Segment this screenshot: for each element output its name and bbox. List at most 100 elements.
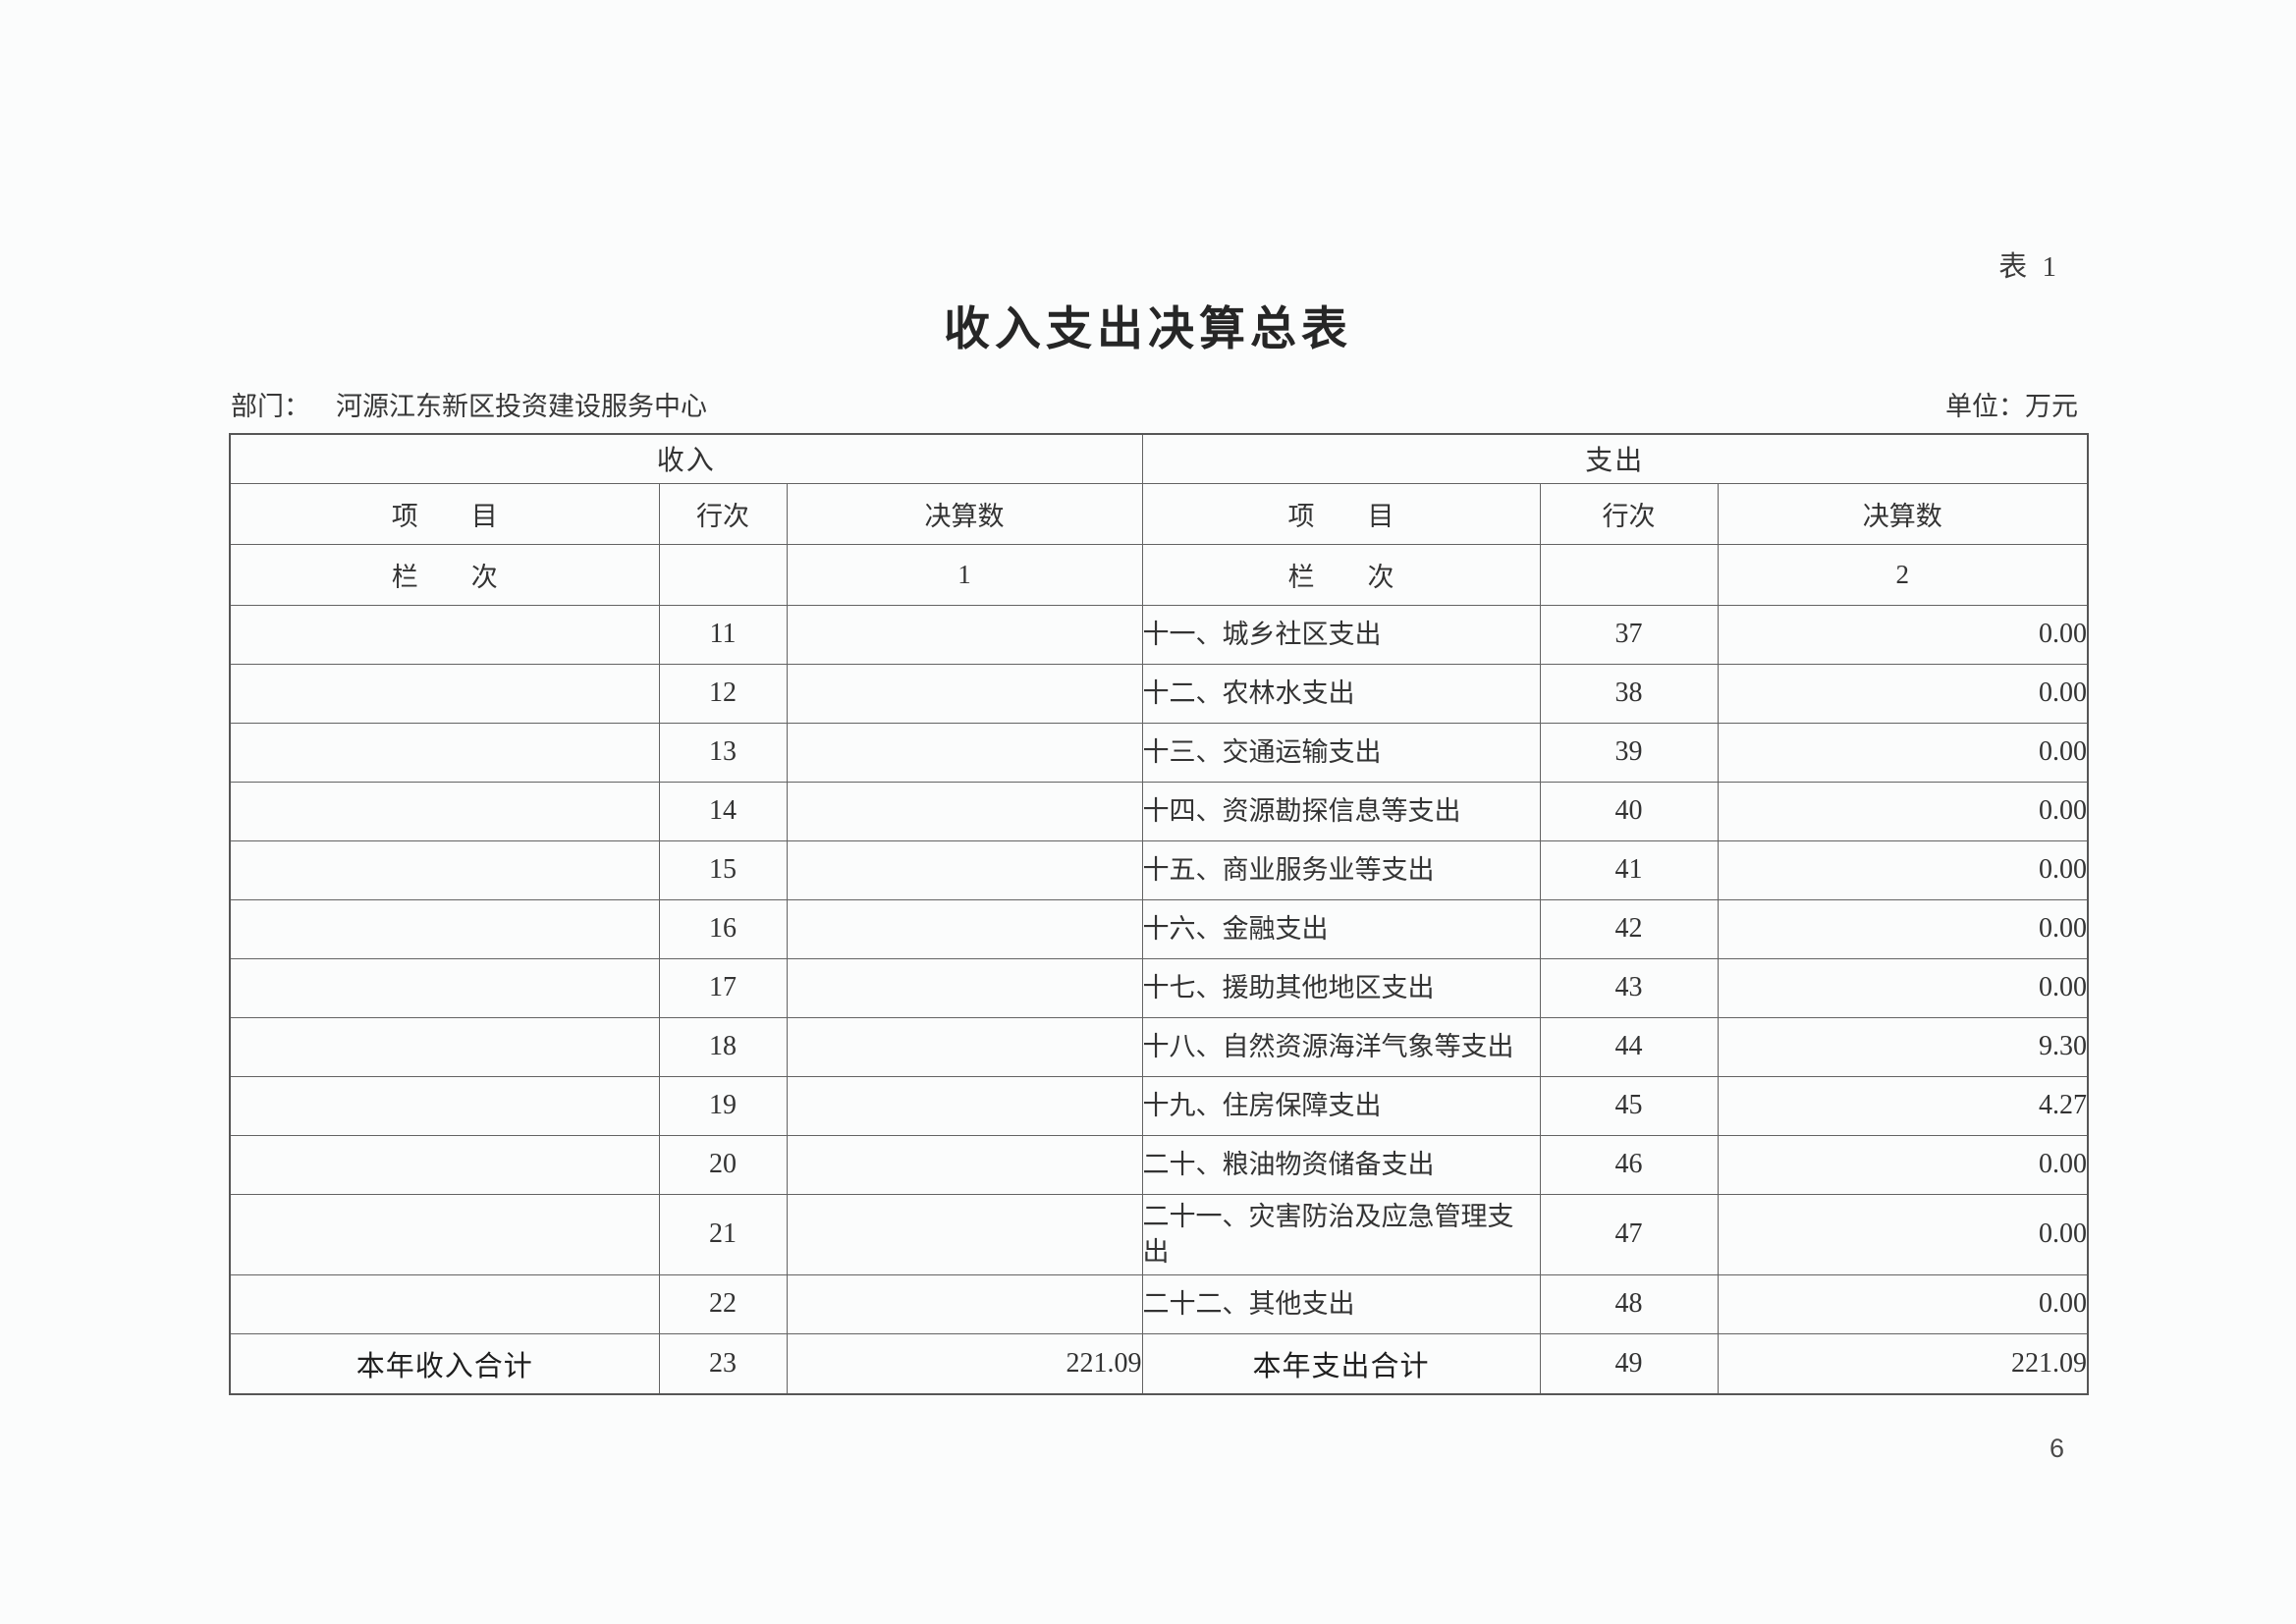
expense-line-cell: 41	[1539, 839, 1719, 900]
table-row: 21 二十一、灾害防治及应急管理支出 47 0.00	[229, 1193, 2089, 1275]
unit-label: 单位：万元	[1945, 392, 2078, 421]
income-item-cell	[229, 722, 660, 783]
income-amount-cell	[786, 604, 1143, 665]
income-line-cell: 22	[658, 1273, 788, 1334]
expense-total-line: 49	[1539, 1332, 1719, 1395]
expense-amount-cell: 0.00	[1717, 1193, 2089, 1275]
expense-amount-cell: 0.00	[1717, 722, 2089, 783]
table-row: 18 十八、自然资源海洋气象等支出 44 9.30	[229, 1016, 2089, 1077]
income-item-cell	[229, 1193, 660, 1275]
expense-item-cell: 十七、援助其他地区支出	[1141, 957, 1541, 1018]
total-row: 本年收入合计 23 221.09 本年支出合计 49 221.09	[229, 1332, 2089, 1395]
income-item-cell	[229, 663, 660, 724]
expense-line-header: 行次	[1539, 482, 1719, 545]
department-label: 部门：	[231, 392, 310, 421]
expense-item-cell: 十五、商业服务业等支出	[1141, 839, 1541, 900]
income-amount-cell	[786, 781, 1143, 841]
column-index-row: 栏 次 1 栏 次 2	[229, 543, 2089, 606]
expense-line-cell: 42	[1539, 898, 1719, 959]
table-row: 15 十五、商业服务业等支出 41 0.00	[229, 839, 2089, 900]
expense-total-amount: 221.09	[1717, 1332, 2089, 1395]
expense-line-cell: 43	[1539, 957, 1719, 1018]
income-line-cell: 17	[658, 957, 788, 1018]
table-row: 13 十三、交通运输支出 39 0.00	[229, 722, 2089, 783]
meta-row: 部门： 河源江东新区投资建设服务中心 单位：万元	[231, 385, 2078, 423]
expense-item-cell: 十八、自然资源海洋气象等支出	[1141, 1016, 1541, 1077]
expense-index-number: 2	[1717, 543, 2089, 606]
income-item-cell	[229, 839, 660, 900]
income-amount-cell	[786, 1193, 1143, 1275]
expense-item-cell: 十二、农林水支出	[1141, 663, 1541, 724]
expense-amount-cell: 0.00	[1717, 957, 2089, 1018]
expense-item-cell: 十六、金融支出	[1141, 898, 1541, 959]
income-line-cell: 19	[658, 1075, 788, 1136]
expense-line-cell: 44	[1539, 1016, 1719, 1077]
income-item-cell	[229, 1075, 660, 1136]
income-amount-cell	[786, 839, 1143, 900]
table-row: 12 十二、农林水支出 38 0.00	[229, 663, 2089, 724]
expense-amount-cell: 0.00	[1717, 1134, 2089, 1195]
expense-line-cell: 47	[1539, 1193, 1719, 1275]
income-line-cell: 18	[658, 1016, 788, 1077]
expense-amount-cell: 0.00	[1717, 898, 2089, 959]
page-number: 6	[2049, 1434, 2064, 1463]
income-total-label: 本年收入合计	[229, 1332, 660, 1395]
table-row: 17 十七、援助其他地区支出 43 0.00	[229, 957, 2089, 1018]
expense-amount-cell: 0.00	[1717, 604, 2089, 665]
table-row: 20 二十、粮油物资储备支出 46 0.00	[229, 1134, 2089, 1195]
income-index-label: 栏 次	[229, 543, 660, 606]
income-line-cell: 21	[658, 1193, 788, 1275]
department-line: 部门： 河源江东新区投资建设服务中心	[231, 385, 707, 423]
income-amount-cell	[786, 1016, 1143, 1077]
income-item-cell	[229, 604, 660, 665]
income-item-cell	[229, 781, 660, 841]
expense-section-header: 支出	[1141, 433, 2089, 484]
income-item-cell	[229, 1273, 660, 1334]
expense-item-cell: 二十一、灾害防治及应急管理支出	[1141, 1193, 1541, 1275]
income-line-cell: 12	[658, 663, 788, 724]
income-amount-cell	[786, 722, 1143, 783]
income-total-amount: 221.09	[786, 1332, 1143, 1395]
expense-line-cell: 40	[1539, 781, 1719, 841]
expense-amount-cell: 0.00	[1717, 781, 2089, 841]
expense-item-cell: 十九、住房保障支出	[1141, 1075, 1541, 1136]
expense-amount-header: 决算数	[1717, 482, 2089, 545]
income-line-cell: 14	[658, 781, 788, 841]
expense-item-cell: 十三、交通运输支出	[1141, 722, 1541, 783]
column-header-row: 项 目 行次 决算数 项 目 行次 决算数	[229, 482, 2089, 545]
income-section-header: 收入	[229, 433, 1143, 484]
expense-line-cell: 45	[1539, 1075, 1719, 1136]
expense-line-cell: 37	[1539, 604, 1719, 665]
table-number-label: 表 1	[1998, 251, 2060, 283]
table-row: 16 十六、金融支出 42 0.00	[229, 898, 2089, 959]
table-row: 11 十一、城乡社区支出 37 0.00	[229, 604, 2089, 665]
table-row: 22 二十二、其他支出 48 0.00	[229, 1273, 2089, 1334]
income-amount-cell	[786, 1075, 1143, 1136]
income-item-header: 项 目	[229, 482, 660, 545]
table-row: 14 十四、资源勘探信息等支出 40 0.00	[229, 781, 2089, 841]
income-line-cell: 20	[658, 1134, 788, 1195]
page-title: 收入支出决算总表	[944, 304, 1352, 355]
expense-amount-cell: 4.27	[1717, 1075, 2089, 1136]
expense-item-cell: 二十二、其他支出	[1141, 1273, 1541, 1334]
expense-item-cell: 十一、城乡社区支出	[1141, 604, 1541, 665]
income-item-cell	[229, 898, 660, 959]
income-item-cell	[229, 1134, 660, 1195]
expense-index-line-cell	[1539, 543, 1719, 606]
expense-line-cell: 38	[1539, 663, 1719, 724]
income-amount-header: 决算数	[786, 482, 1143, 545]
income-amount-cell	[786, 663, 1143, 724]
expense-total-label: 本年支出合计	[1141, 1332, 1541, 1395]
income-item-cell	[229, 1016, 660, 1077]
income-amount-cell	[786, 1134, 1143, 1195]
income-amount-cell	[786, 1273, 1143, 1334]
expense-index-label: 栏 次	[1141, 543, 1541, 606]
expense-line-cell: 46	[1539, 1134, 1719, 1195]
expense-amount-cell: 0.00	[1717, 663, 2089, 724]
department-value: 河源江东新区投资建设服务中心	[336, 392, 707, 421]
expense-amount-cell: 0.00	[1717, 839, 2089, 900]
expense-item-cell: 二十、粮油物资储备支出	[1141, 1134, 1541, 1195]
income-amount-cell	[786, 898, 1143, 959]
expense-line-cell: 48	[1539, 1273, 1719, 1334]
